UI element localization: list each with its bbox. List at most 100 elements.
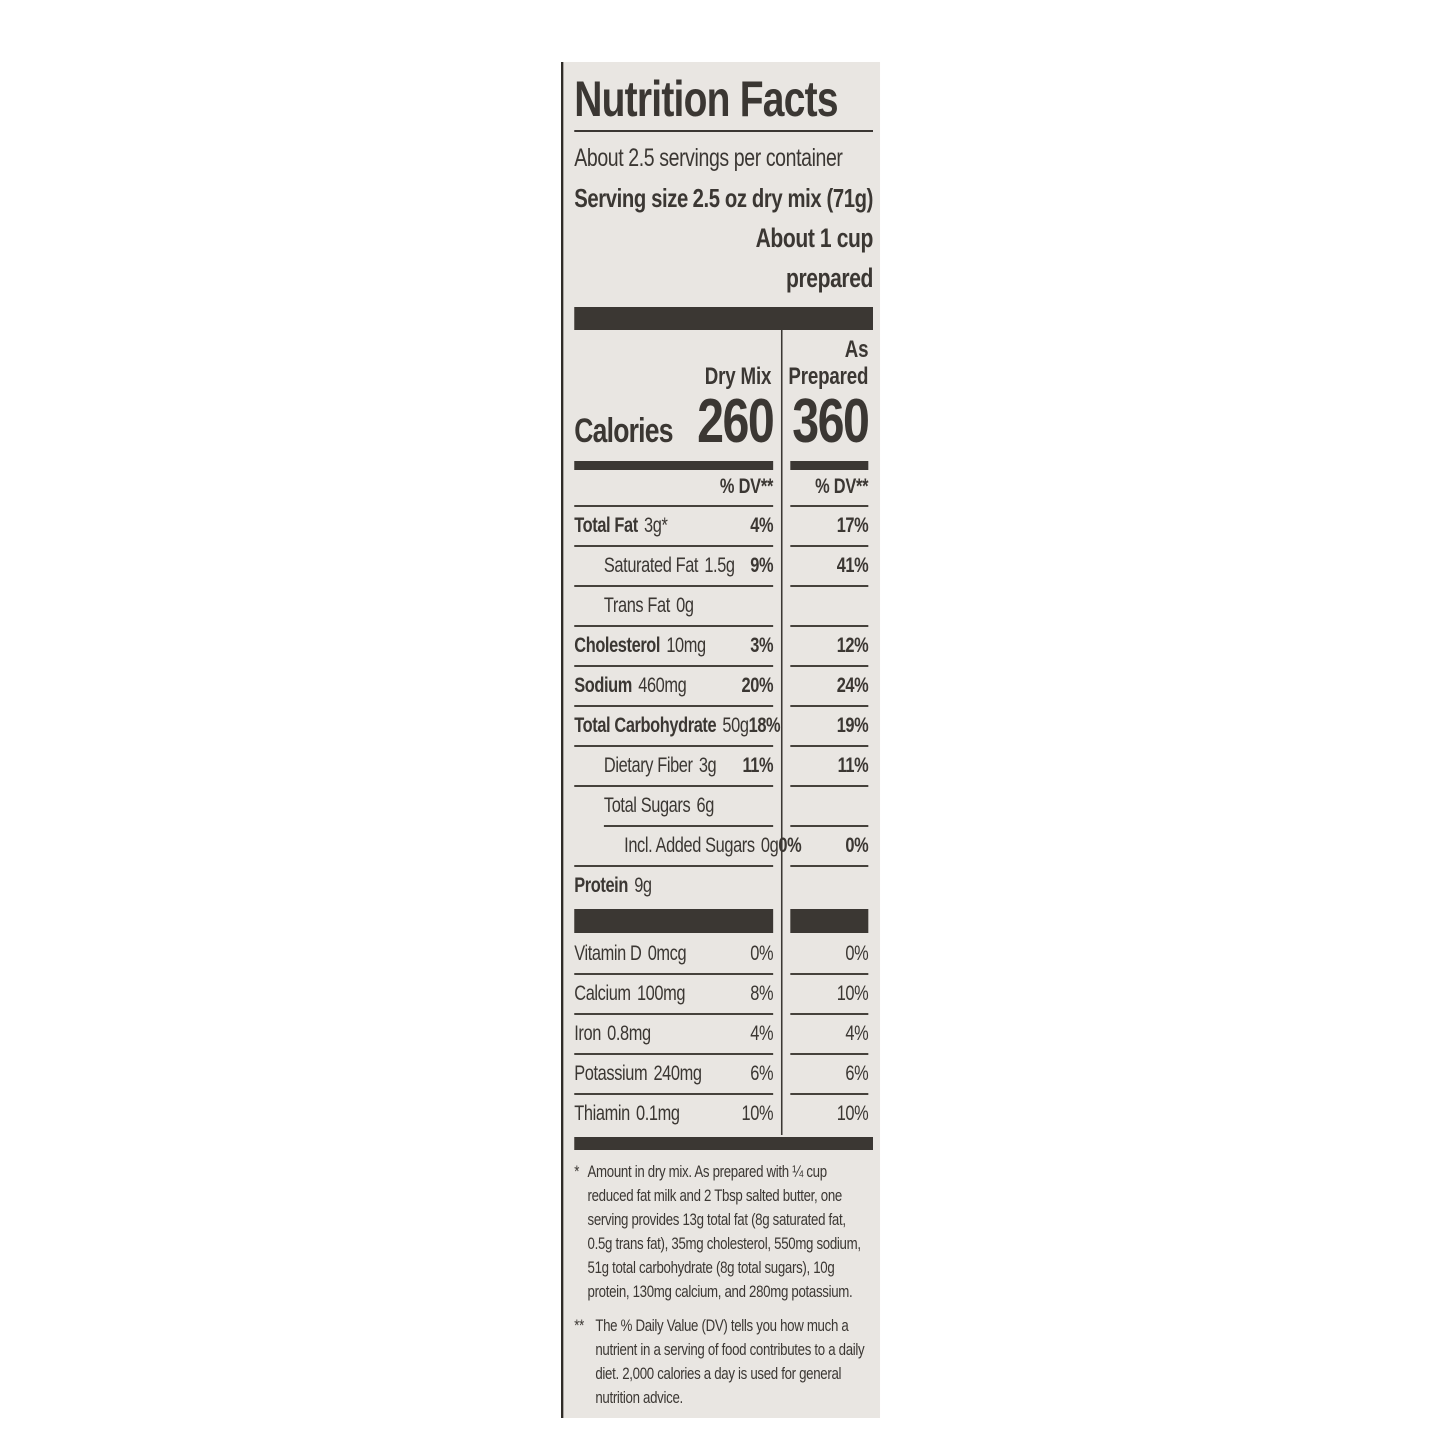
nutrient-row: Protein 9g [574,867,873,907]
nutrient-amount: 0.8mg [607,1022,651,1045]
column-header-as-prepared: As Prepared [781,330,873,390]
nutrient-dv-dry-mix: 8% [750,982,774,1005]
calories-dry-mix-value: 260 [697,387,775,456]
calories-as-prepared-cell: 360 [783,391,873,453]
serving-size-line3: prepared [785,263,873,293]
serving-size-row: Serving size 2.5 oz dry mix (71g) [574,178,873,218]
nutrient-dv-dry-mix: 11% [742,754,774,777]
nutrient-row: Total Fat 3g* 4% 17% [574,507,873,547]
nutrient-dv-as-prepared: 11% [837,754,869,777]
nutrient-label: Thiamin [574,1102,630,1125]
footnote: * Amount in dry mix. As prepared with ¼ c… [574,1160,873,1304]
nutrition-facts-label: Nutrition Facts About 2.5 servings per c… [561,62,881,1418]
nutrient-label: Sodium [574,674,632,697]
nutrient-dv-dry-mix: 6% [750,1062,774,1085]
nutrient-label: Iron [574,1022,601,1045]
footnote: ** The % Daily Value (DV) tells you how m… [574,1314,873,1410]
serving-size-label: Serving size [574,183,688,213]
nutrient-dv-as-prepared: 6% [845,1062,869,1085]
column-header-as: As [844,336,869,363]
nutrient-amount: 460mg [638,674,687,697]
footnote-marker: * [574,1162,580,1181]
dv-bar-right [790,461,869,470]
calories-row: Calories 260 360 [574,387,873,456]
nutrient-row: Incl. Added Sugars 0g 0% 0% [574,827,873,867]
nutrient-row: Vitamin D 0mcg 0% 0% [574,935,873,975]
serving-size-line2: About 1 cup [755,223,874,253]
nutrient-dv-as-prepared: 4% [845,1022,869,1045]
nutrient-amount: 3g [698,754,717,777]
nutrient-dv-dry-mix: 3% [750,634,774,657]
nutrient-dv-as-prepared: 10% [836,982,869,1005]
dv-bar-left [574,461,774,470]
footnote-text: Amount in dry mix. As prepared with ¼ cu… [587,1162,862,1301]
footnote-marker: ** [574,1316,584,1335]
nutrient-dv-as-prepared: 17% [836,514,869,537]
column-divider [780,330,783,1135]
nutrient-amount: 0mcg [647,942,687,965]
nutrient-label: Trans Fat [603,594,670,617]
nutrient-dv-dry-mix: 18% [748,714,781,737]
separator-bar-top [574,307,873,330]
nutrient-amount: 0g [676,594,694,617]
nutrient-dv-as-prepared: 41% [836,554,869,577]
nutrient-label: Potassium [574,1062,648,1085]
servings-per-container: About 2.5 servings per container [574,144,843,172]
calories-as-prepared-value: 360 [792,387,870,456]
title-rule [574,130,873,132]
nutrient-amount: 50g [722,714,749,737]
nutrient-row: Sodium 460mg 20% 24% [574,667,873,707]
nutrient-amount: 9g [634,874,652,897]
nutrient-label: Cholesterol [574,634,661,657]
label-title: Nutrition Facts [574,71,838,127]
nutrient-label: Calcium [574,982,631,1005]
column-header-row: Dry Mix As Prepared [574,330,873,390]
nutrient-row: Thiamin 0.1mg 10% 10% [574,1095,873,1135]
nutrient-amount: 0.1mg [636,1102,680,1125]
nutrient-dv-dry-mix: 10% [741,1102,774,1125]
nutrient-dv-as-prepared: 0% [845,834,869,857]
dv-bar-row [574,452,873,470]
nutrient-row: Potassium 240mg 6% 6% [574,1055,873,1095]
nutrient-dv-dry-mix: 4% [750,514,774,537]
nutrient-row: Cholesterol 10mg 3% 12% [574,627,873,667]
nutrient-label: Saturated Fat [603,554,699,577]
dv-header-row: % DV** % DV** [574,470,873,507]
nutrient-label: Incl. Added Sugars [624,834,755,857]
column-header-dry-mix: Dry Mix [704,363,772,390]
nutrient-label: Total Fat [574,514,638,537]
nutrient-amount: 10mg [666,634,706,657]
nutrient-label: Total Carbohydrate [574,714,717,737]
nutrient-label: Protein [574,874,628,897]
nutrient-dv-dry-mix: 0% [778,834,802,857]
nutrient-dv-as-prepared: 10% [836,1102,869,1125]
nutrient-amount: 0g [760,834,779,857]
nutrient-row: Total Sugars 6g [574,787,873,827]
nutrient-amount: 6g [696,794,715,817]
nutrient-amount: 100mg [636,982,686,1005]
calories-dry-mix-cell: Calories 260 [574,387,781,456]
nutrient-amount: 1.5g [704,554,735,577]
separator-bar-mid-right [790,909,869,933]
nutrient-row: Iron 0.8mg 4% 4% [574,1015,873,1055]
nutrient-row: Total Carbohydrate 50g 18% 19% [574,707,873,747]
nutrient-rows: Total Fat 3g* 4% 17% Saturated Fat 1.5g 9% 41% T… [574,507,873,907]
columns-section: Dry Mix As Prepared Calories 260 360 [574,330,873,1135]
nutrient-row: Calcium 100mg 8% 10% [574,975,873,1015]
mid-bar-row [574,907,873,935]
nutrient-dv-as-prepared: 24% [836,674,869,697]
footnotes-section: * Amount in dry mix. As prepared with ¼ c… [574,1160,873,1410]
nutrient-dv-dry-mix: 20% [741,674,774,697]
nutrient-dv-dry-mix: 4% [750,1022,774,1045]
nutrient-row: Trans Fat 0g [574,587,873,627]
nutrient-row: Dietary Fiber 3g 11% 11% [574,747,873,787]
footnote-text: The % Daily Value (DV) tells you how muc… [595,1316,865,1407]
dv-header-as-prepared: % DV** [783,470,873,507]
nutrient-label: Vitamin D [574,942,642,965]
nutrient-label: Total Sugars [603,794,691,817]
serving-size-value: 2.5 oz dry mix (71g) [692,183,874,213]
nutrient-dv-dry-mix: 9% [750,554,774,577]
separator-bar-mid-left [574,909,774,933]
dv-header-dry-mix: % DV** [574,470,781,507]
